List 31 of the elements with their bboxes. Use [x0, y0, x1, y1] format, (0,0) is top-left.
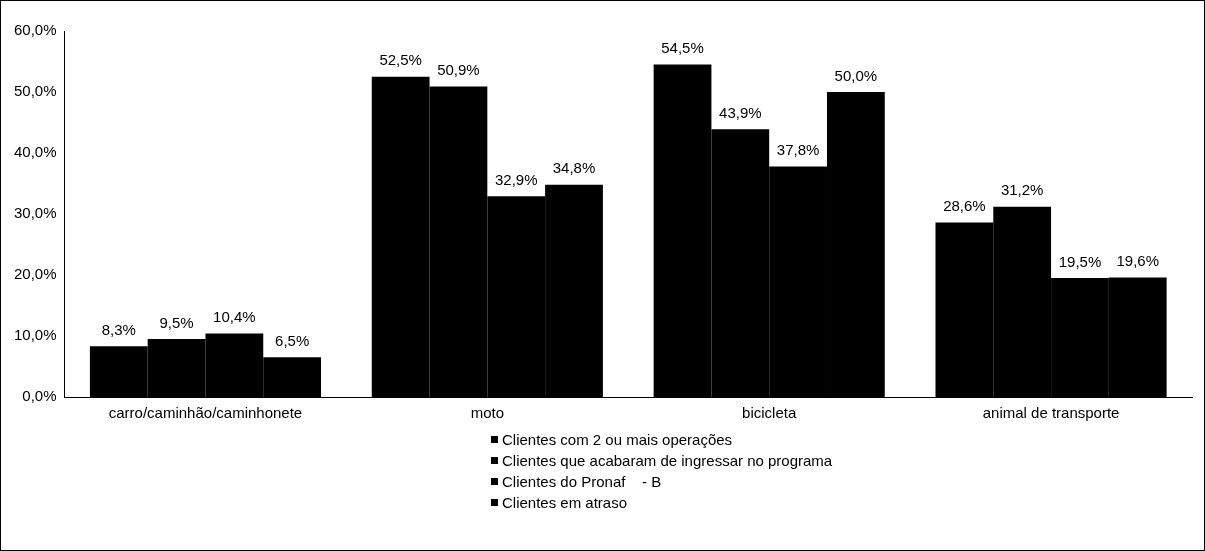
- data-label: 34,8%: [552, 159, 596, 177]
- data-label: 31,2%: [1000, 181, 1044, 199]
- legend-label: Clientes com 2 ou mais operações: [502, 430, 733, 450]
- y-tick-label: 50,0%: [13, 82, 57, 100]
- data-label: 19,6%: [1116, 252, 1160, 270]
- data-label: 19,5%: [1058, 252, 1102, 270]
- y-tick-label: 60,0%: [13, 21, 57, 39]
- x-tick-label: animal de transporte: [982, 404, 1120, 422]
- x-tick-label: bicicleta: [742, 404, 797, 422]
- data-label: 43,9%: [719, 103, 762, 121]
- data-label: 9,5%: [159, 313, 194, 331]
- data-label: 28,6%: [943, 197, 986, 215]
- data-label: 54,5%: [661, 39, 704, 57]
- data-label: 6,5%: [275, 331, 310, 349]
- data-label: 37,8%: [776, 141, 820, 159]
- y-tick-label: 20,0%: [13, 265, 57, 283]
- data-label: 10,4%: [213, 308, 256, 326]
- legend-label: Clientes em atraso: [502, 493, 628, 513]
- x-tick-label: carro/caminhão/caminhonete: [108, 404, 303, 422]
- legend-label: Clientes do Pronaf - B: [502, 472, 662, 492]
- y-tick-label: 30,0%: [13, 204, 57, 222]
- data-label: 52,5%: [379, 51, 422, 69]
- y-tick-label: 10,0%: [13, 326, 57, 344]
- data-label: 32,9%: [494, 170, 538, 188]
- data-label: 50,9%: [437, 61, 480, 79]
- x-tick-label: moto: [470, 404, 505, 422]
- legend-label: Clientes que acabaram de ingressar no programa: [502, 451, 833, 471]
- y-tick-label: 40,0%: [13, 143, 57, 161]
- data-label: 8,3%: [101, 321, 136, 339]
- data-label: 50,0%: [834, 66, 878, 84]
- y-tick-label: 0,0%: [22, 387, 57, 405]
